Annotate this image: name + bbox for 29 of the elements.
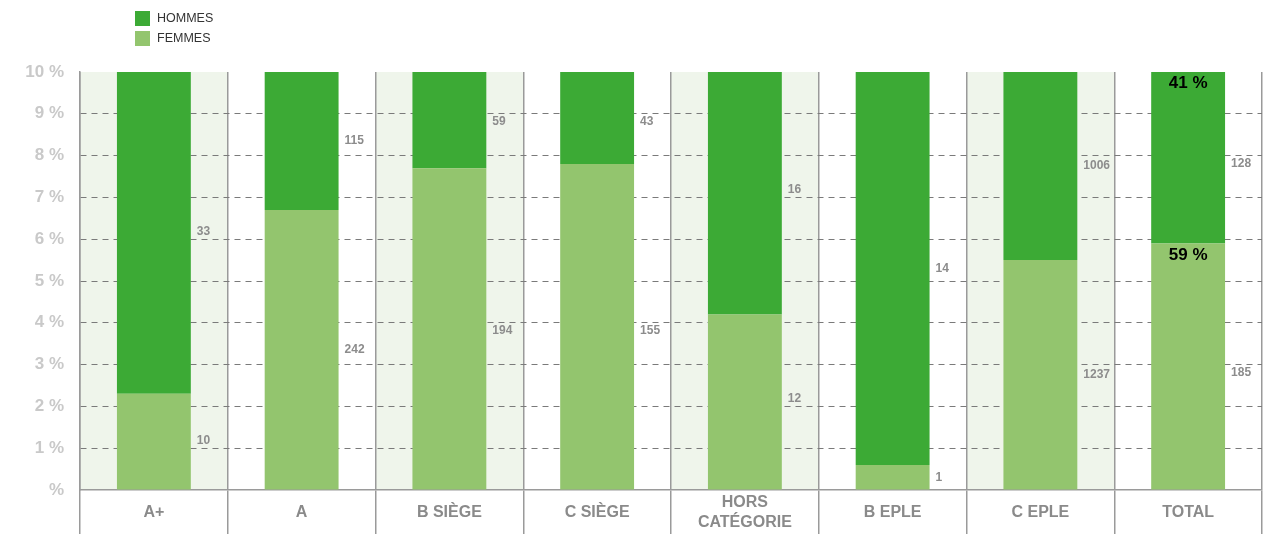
- annotation: 194: [492, 323, 513, 338]
- x-tick-label: TOTAL: [1162, 503, 1215, 521]
- annotation: 16: [787, 181, 802, 196]
- annotation: 59: [492, 114, 506, 129]
- annotation: 115: [344, 133, 365, 148]
- annotation: 14: [935, 260, 950, 275]
- x-tick-label: A: [295, 503, 308, 521]
- annotation: 155: [640, 323, 661, 338]
- y-tick-label: %: [48, 479, 64, 499]
- annotation: 10: [196, 432, 211, 447]
- x-tick-label: B EPLE: [863, 503, 922, 521]
- annotation: 1: [935, 469, 943, 484]
- annotation: 128: [1231, 155, 1252, 170]
- x-tick-label: C SIÈGE: [564, 502, 630, 521]
- legend-label: FEMMES: [157, 31, 211, 46]
- annotation: 185: [1231, 364, 1252, 379]
- x-tick-label: A+: [143, 503, 165, 521]
- annotation: 12: [787, 390, 802, 405]
- x-tick-label: C EPLE: [1011, 503, 1070, 521]
- legend-label: HOMMES: [157, 11, 214, 26]
- annotation: 41 %: [1168, 73, 1208, 93]
- x-tick-label: B SIÈGE: [416, 502, 483, 521]
- annotation: 1237: [1083, 367, 1111, 382]
- annotation: 43: [640, 114, 654, 129]
- annotation: 33: [196, 223, 211, 238]
- annotation: 59 %: [1168, 244, 1208, 264]
- x-tick-label: HORS CATÉGORIE: [697, 493, 793, 531]
- annotation: 1006: [1083, 158, 1111, 173]
- annotation: 242: [344, 342, 365, 357]
